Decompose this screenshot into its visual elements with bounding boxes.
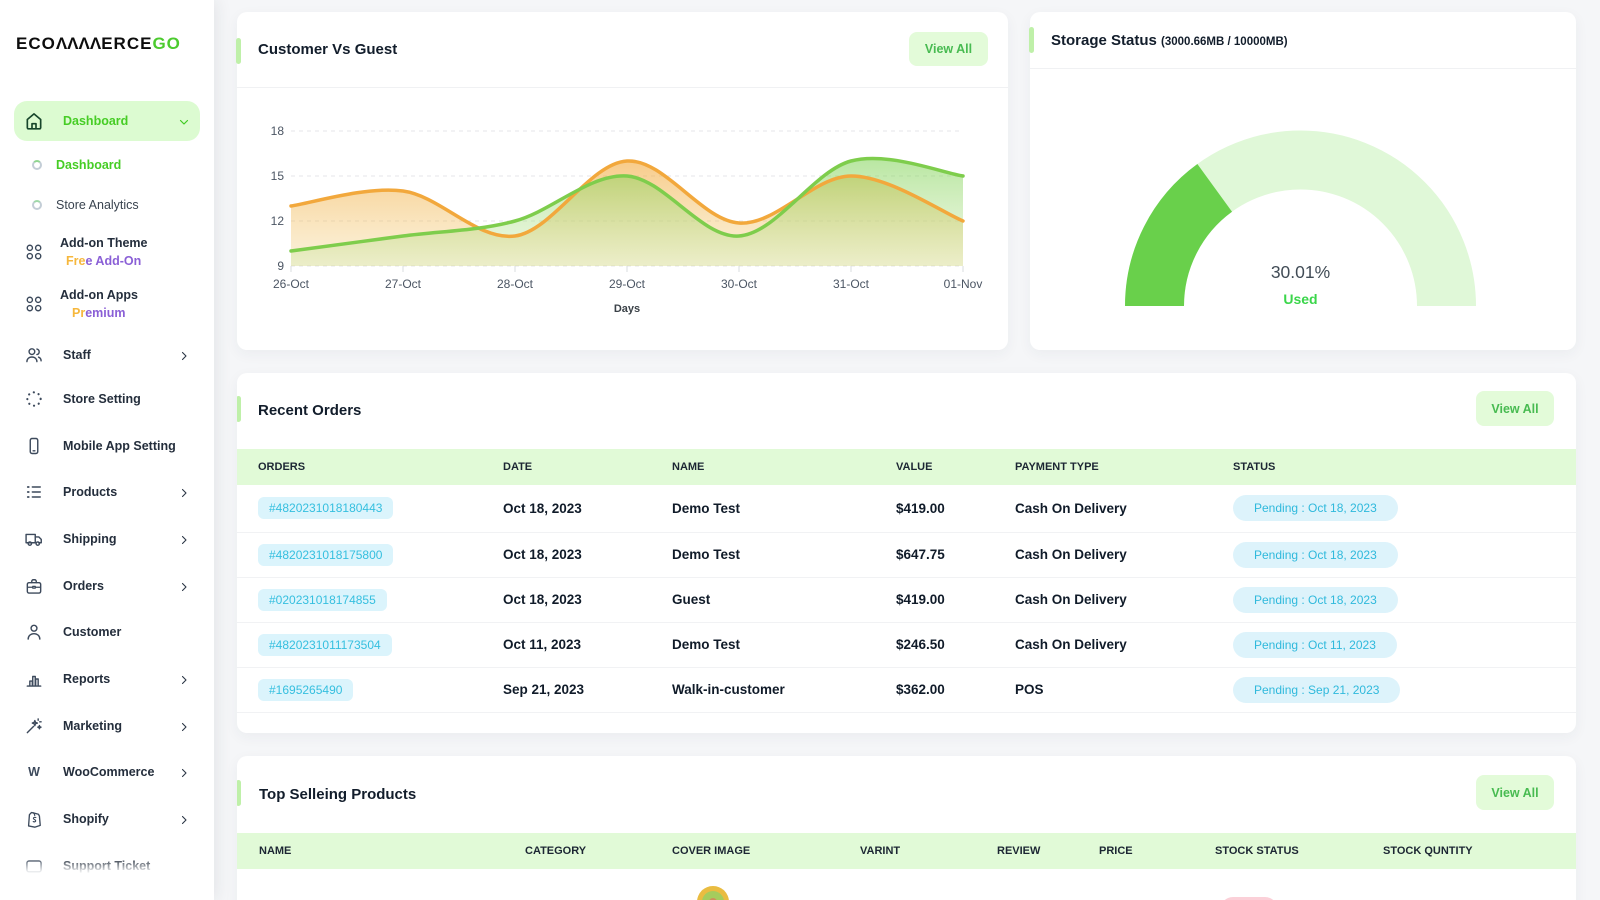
- svg-text:9: 9: [277, 259, 284, 273]
- svg-text:Used: Used: [1283, 291, 1317, 307]
- svg-text:Days: Days: [614, 303, 640, 315]
- svg-text:01-Nov: 01-Nov: [944, 277, 983, 291]
- svg-text:29-Oct: 29-Oct: [609, 277, 646, 291]
- svg-text:18: 18: [271, 124, 285, 138]
- svg-text:30.01%: 30.01%: [1271, 262, 1330, 282]
- svg-text:28-Oct: 28-Oct: [497, 277, 534, 291]
- svg-text:26-Oct: 26-Oct: [273, 277, 310, 291]
- svg-text:W: W: [28, 765, 40, 779]
- svg-text:30-Oct: 30-Oct: [721, 277, 758, 291]
- svg-text:31-Oct: 31-Oct: [833, 277, 870, 291]
- svg-text:15: 15: [271, 169, 285, 183]
- svg-text:27-Oct: 27-Oct: [385, 277, 422, 291]
- svg-text:12: 12: [271, 214, 285, 228]
